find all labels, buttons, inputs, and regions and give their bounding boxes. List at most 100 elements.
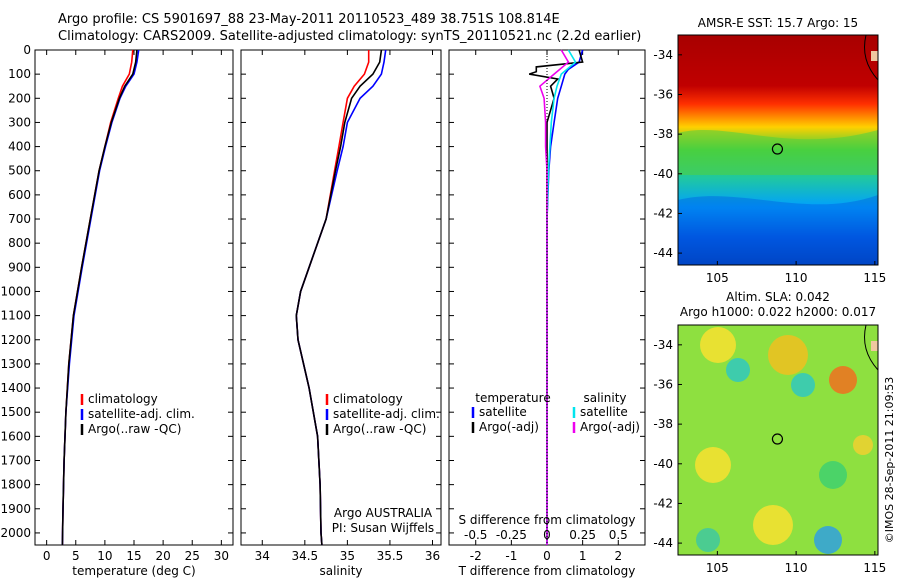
y-tick-label: 1400 [0,381,31,395]
sla-map-title-line1: Altim. SLA: 0.042 [726,290,830,304]
x-axis-label: temperature (deg C) [72,564,195,578]
sla-anomaly [726,358,750,382]
x-tick-label: 34.5 [291,549,318,563]
map-y-tick-label: -40 [653,457,673,471]
map-y-tick-label: -34 [653,48,673,62]
legend-label: satellite-adj. clim. [88,407,195,421]
map-x-tick-label: 115 [863,561,886,575]
pi-name-label: PI: Susan Wijffels [332,521,434,535]
argo-position-marker [771,143,784,155]
map-y-tick-label: -42 [653,496,673,510]
x-tick-label: 1 [579,549,587,563]
x-tick-label: 5 [72,549,80,563]
map-y-tick-label: -40 [653,167,673,181]
sla-anomaly [753,505,793,545]
legend-label: climatology [88,392,158,406]
y-tick-label: 500 [8,164,31,178]
series-line [538,49,570,545]
land-patch [871,51,878,61]
sla-anomaly [696,528,720,552]
argo-program-label: Argo AUSTRALIA [334,506,433,520]
x-tick-label: 2 [614,549,622,563]
y-tick-label: 1300 [0,357,31,371]
y-tick-label: 1800 [0,478,31,492]
y-tick-label: 100 [8,67,31,81]
y-tick-label: 1600 [0,429,31,443]
map-x-tick-label: 110 [785,561,808,575]
y-tick-label: 600 [8,188,31,202]
y-tick-label: 400 [8,140,31,154]
x-axis-label: T difference from climatology [458,564,636,578]
figure-title-line2: Climatology: CARS2009. Satellite-adjuste… [58,29,642,44]
y-tick-label: 1000 [0,284,31,298]
y-tick-label: 2000 [0,526,31,540]
map-x-tick-label: 110 [785,271,808,285]
y-tick-label: 1900 [0,502,31,516]
legend-label: satellite-adj. clim. [333,407,440,421]
x-tick-label: 30 [214,549,229,563]
map-y-tick-label: -38 [653,127,673,141]
y-tick-label: 1500 [0,405,31,419]
map-x-tick-label: 115 [863,271,886,285]
figure-title-line1: Argo profile: CS 5901697_88 23-May-2011 … [58,12,560,27]
x-axis-label: salinity [319,564,362,578]
map-y-tick-label: -34 [653,338,673,352]
legend-label: Argo(..raw -QC) [88,422,181,436]
y-tick-label: 900 [8,260,31,274]
sst-cold-water [678,195,878,265]
sla-anomaly [814,526,842,554]
sla-anomaly [829,366,857,394]
legend-label: satellite [479,405,527,419]
sst-map-title: AMSR-E SST: 15.7 Argo: 15 [698,16,858,30]
legend-title-salinity: salinity [583,391,626,405]
top-x-tick-label: 0 [543,528,551,542]
series-line [61,49,138,546]
sla-anomaly [853,435,873,455]
sst-front [678,130,878,175]
y-tick-label: 1200 [0,333,31,347]
y-tick-label: 1100 [0,309,31,323]
top-x-tick-label: 0.25 [569,528,596,542]
legend-title-temperature: temperature [475,391,550,405]
sla-anomaly [768,335,808,375]
y-tick-label: 300 [8,115,31,129]
x-tick-label: 0 [43,549,51,563]
y-tick-label: 200 [8,91,31,105]
y-tick-label: 700 [8,212,31,226]
legend-label: satellite [580,405,628,419]
sla-anomaly [695,447,731,483]
top-x-axis-label: S difference from climatology [459,513,636,527]
x-tick-label: -1 [505,549,517,563]
argo-position-marker [771,433,784,445]
map-y-tick-label: -36 [653,377,673,391]
sla-map-title-line2: Argo h1000: 0.022 h2000: 0.017 [680,305,876,319]
x-tick-label: 10 [97,549,112,563]
top-x-tick-label: 0.5 [609,528,628,542]
map-y-tick-label: -44 [653,246,673,260]
map-y-tick-label: -44 [653,536,673,550]
legend-label: Argo(-adj) [580,420,640,434]
x-tick-label: 25 [185,549,200,563]
legend-label: Argo(-adj) [479,420,539,434]
top-x-tick-label: -0.5 [464,528,487,542]
legend-label: Argo(..raw -QC) [333,422,426,436]
copyright-stamp: ©IMOS 28-Sep-2011 21:09:53 [883,377,896,543]
coastline [864,34,879,81]
land-patch [871,341,878,351]
x-tick-label: 35.5 [377,549,404,563]
x-tick-label: -2 [470,549,482,563]
y-tick-label: 1700 [0,453,31,467]
sla-anomaly [819,461,847,489]
sla-anomaly [700,327,736,363]
x-tick-label: 36 [425,549,440,563]
plot-frame [34,49,234,546]
map-y-tick-label: -38 [653,417,673,431]
legend-label: climatology [333,392,403,406]
series-line [295,49,383,546]
map-x-tick-label: 105 [706,561,729,575]
map-x-tick-label: 105 [706,271,729,285]
coastline [864,324,879,371]
y-tick-label: 800 [8,236,31,250]
x-tick-label: 34 [255,549,270,563]
y-tick-label: 0 [23,43,31,57]
